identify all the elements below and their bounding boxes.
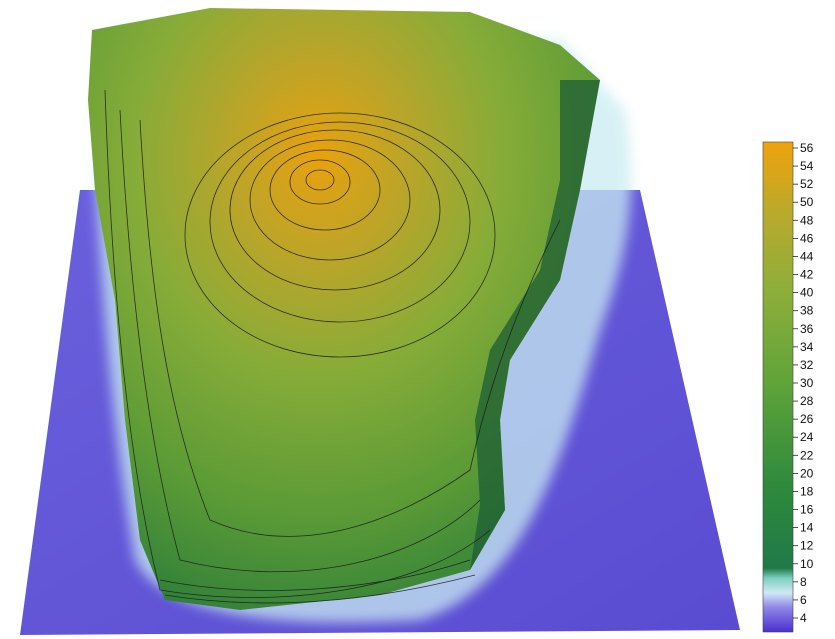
terrain-relief-image	[20, 8, 740, 635]
colorbar-tick-label: 34	[800, 340, 814, 354]
colorbar-ticks: 5654525048464442403836343230282624222018…	[793, 141, 814, 625]
colorbar-tick-label: 4	[800, 611, 807, 625]
colorbar-tick-label: 38	[800, 304, 814, 318]
colorbar-tick-label: 12	[800, 539, 814, 553]
colorbar-tick-label: 44	[800, 249, 814, 263]
colorbar-tick-label: 52	[800, 177, 814, 191]
colorbar-tick-label: 28	[800, 394, 814, 408]
colorbar-tick-label: 6	[800, 593, 807, 607]
colorbar-tick-label: 16	[800, 503, 814, 517]
colorbar-tick-label: 32	[800, 358, 814, 372]
escarpment-shadow	[470, 80, 600, 570]
colorbar-tick-label: 20	[800, 466, 814, 480]
colorbar-tick-label: 14	[800, 521, 814, 535]
colorbar-tick-label: 26	[800, 412, 814, 426]
colorbar-tick-label: 10	[800, 557, 814, 571]
colorbar-tick-label: 22	[800, 448, 814, 462]
contour-lines	[104, 89, 561, 604]
colorbar-tick-label: 18	[800, 484, 814, 498]
colorbar-tick-label: 56	[800, 141, 814, 155]
colorbar-tick-label: 30	[800, 376, 814, 390]
colorbar-tick-label: 24	[800, 430, 814, 444]
colorbar-tick-label: 50	[800, 195, 814, 209]
colorbar-tick-label: 46	[800, 231, 814, 245]
colorbar-tick-label: 40	[800, 286, 814, 300]
colorbar-tick-label: 48	[800, 213, 814, 227]
colorbar: 5654525048464442403836343230282624222018…	[762, 141, 814, 633]
colorbar-tick-label: 8	[800, 575, 807, 589]
colorbar-tick-label: 42	[800, 268, 814, 282]
colorbar-tick-label: 54	[800, 159, 814, 173]
colorbar-gradient	[762, 141, 794, 633]
colorbar-tick-label: 36	[800, 322, 814, 336]
